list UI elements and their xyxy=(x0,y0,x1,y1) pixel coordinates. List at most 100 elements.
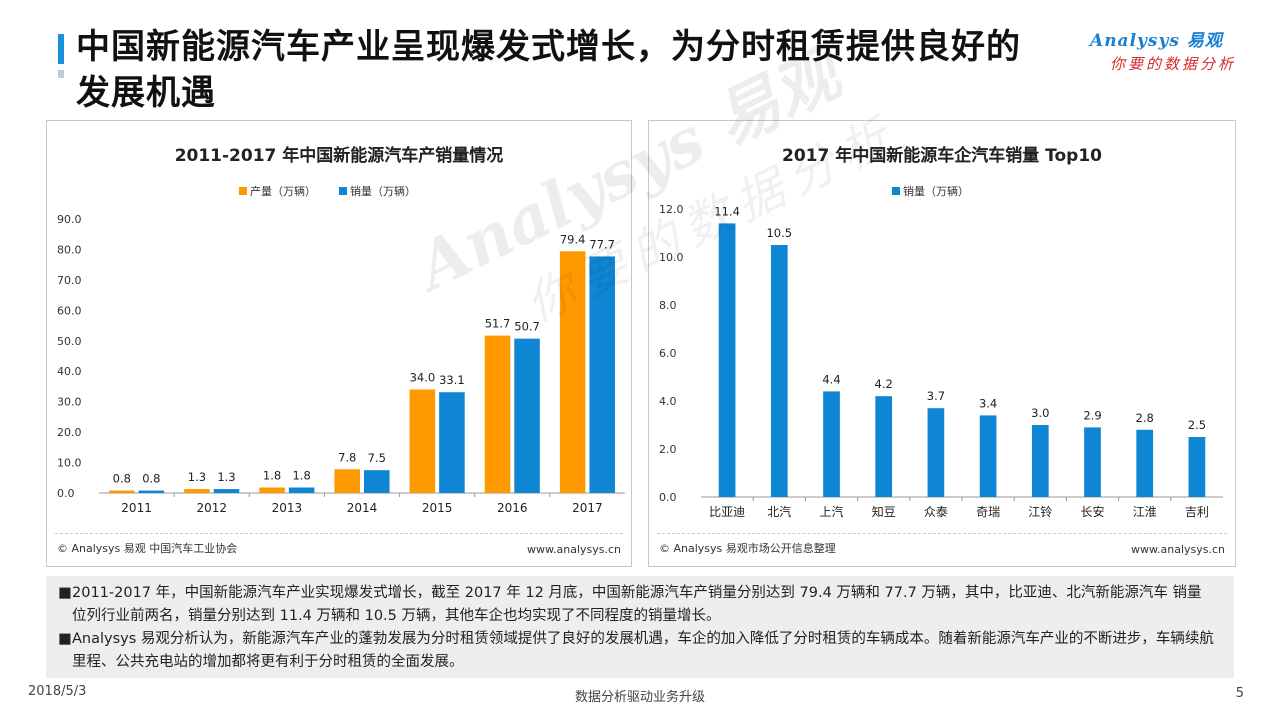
bar xyxy=(1084,427,1101,497)
panel-divider xyxy=(657,533,1227,534)
bar xyxy=(875,396,893,497)
chart-title: 2011-2017 年中国新能源汽车产销量情况 xyxy=(175,145,504,166)
summary-notes: ■ 2011-2017 年，中国新能源汽车产业实现爆发式增长，截至 2017 年… xyxy=(46,576,1234,678)
data-label: 79.4 xyxy=(560,232,586,246)
data-label: 2.9 xyxy=(1083,408,1101,422)
data-label: 4.2 xyxy=(875,377,893,391)
x-tick-label: 2012 xyxy=(196,501,227,515)
y-tick-label: 4.0 xyxy=(659,395,677,408)
y-tick-label: 12.0 xyxy=(659,203,684,216)
data-label: 2.5 xyxy=(1188,418,1206,432)
chart-source: © Analysys 易观 中国汽车工业协会 xyxy=(57,542,238,555)
data-label: 51.7 xyxy=(485,317,511,331)
x-tick-label: 2014 xyxy=(347,501,378,515)
bar xyxy=(589,256,615,493)
footer-slogan: 数据分析驱动业务升级 xyxy=(574,690,705,705)
x-tick-label: 长安 xyxy=(1080,504,1104,519)
data-label: 3.0 xyxy=(1031,406,1049,420)
bar xyxy=(559,251,586,493)
bar xyxy=(409,389,436,493)
data-label: 10.5 xyxy=(766,226,792,240)
bar xyxy=(514,338,540,493)
y-tick-label: 10.0 xyxy=(57,457,82,470)
page-title: 中国新能源汽车产业呈现爆发式增长，为分时租赁提供良好的发展机遇 xyxy=(76,27,1021,113)
bar xyxy=(1031,425,1049,497)
data-label: 0.8 xyxy=(142,472,160,486)
data-label: 77.7 xyxy=(589,237,615,251)
legend-label: 销量（万辆） xyxy=(350,184,416,198)
x-tick-label: 2011 xyxy=(121,501,152,515)
x-tick-label: 江淮 xyxy=(1133,505,1157,519)
data-label: 33.1 xyxy=(439,373,465,387)
bar xyxy=(770,245,788,497)
y-tick-label: 60.0 xyxy=(57,304,82,317)
bar xyxy=(334,469,360,493)
y-tick-label: 40.0 xyxy=(57,365,82,378)
legend-label: 销量（万辆） xyxy=(903,184,969,198)
y-tick-label: 70.0 xyxy=(57,274,82,287)
x-tick-label: 众泰 xyxy=(924,505,948,519)
bar xyxy=(927,408,945,497)
chart-site: www.analysys.cn xyxy=(1131,543,1225,556)
x-tick-label: 上汽 xyxy=(819,504,843,519)
panel-divider xyxy=(55,533,623,534)
x-tick-label: 2013 xyxy=(272,501,303,515)
data-label: 34.0 xyxy=(410,370,436,384)
legend-label: 产量（万辆） xyxy=(250,184,316,198)
title-accent-bar-light xyxy=(58,70,64,78)
analysys-logo: Analysys 易观 你要的数据分析 xyxy=(1090,26,1260,73)
bullet-icon: ■ xyxy=(58,585,72,601)
data-label: 1.8 xyxy=(263,469,281,483)
note-text: Analysys 易观分析认为，新能源汽车产业的蓬勃发展为分时租赁领域提供了良好… xyxy=(72,631,1214,670)
chart-title: 2017 年中国新能源车企汽车销量 Top10 xyxy=(782,145,1102,166)
legend-swatch xyxy=(892,187,900,195)
x-tick-label: 奇瑞 xyxy=(976,505,1000,519)
bar xyxy=(109,490,135,493)
x-tick-label: 北汽 xyxy=(767,504,791,519)
bar xyxy=(484,335,511,493)
data-label: 2.8 xyxy=(1136,411,1154,425)
y-tick-label: 80.0 xyxy=(57,243,82,256)
legend-swatch xyxy=(339,187,347,195)
page-number: 5 xyxy=(1235,686,1244,701)
logo-tagline: 你要的数据分析 xyxy=(1110,55,1237,73)
top10-sales-chart: 2017 年中国新能源车企汽车销量 Top10 销量（万辆） 0.0 2.0 4.0 6.… xyxy=(659,145,1223,519)
data-label: 7.5 xyxy=(368,451,386,465)
y-tick-label: 20.0 xyxy=(57,426,82,439)
bar xyxy=(213,489,240,493)
note-item: ■ Analysys 易观分析认为，新能源汽车产业的蓬勃发展为分时租赁领域提供了… xyxy=(58,628,1216,674)
bar xyxy=(718,223,736,497)
bar xyxy=(288,487,315,493)
x-tick-label: 2017 xyxy=(572,501,603,515)
bar xyxy=(138,490,165,493)
logo-brand: Analysys 易观 xyxy=(1090,31,1223,51)
y-tick-label: 6.0 xyxy=(659,347,677,360)
x-tick-label: 江铃 xyxy=(1028,504,1052,519)
y-tick-label: 30.0 xyxy=(57,396,82,409)
data-label: 3.7 xyxy=(927,389,945,403)
production-sales-chart-panel: 2011-2017 年中国新能源汽车产销量情况 产量（万辆） 销量（万辆） 0.0 10… xyxy=(46,120,632,567)
x-tick-label: 比亚迪 xyxy=(709,505,745,519)
y-tick-label: 10.0 xyxy=(659,251,684,264)
bar xyxy=(1188,437,1206,497)
y-tick-label: 8.0 xyxy=(659,299,677,312)
data-label: 11.4 xyxy=(714,204,740,218)
x-tick-label: 知豆 xyxy=(872,505,896,519)
footer-date: 2018/5/3 xyxy=(28,684,87,699)
bar xyxy=(184,489,210,493)
title-accent-bar xyxy=(58,34,64,64)
note-text: 2011-2017 年，中国新能源汽车产业实现爆发式增长，截至 2017 年 1… xyxy=(72,585,1202,624)
data-label: 1.3 xyxy=(188,470,206,484)
chart-source: © Analysys 易观市场公开信息整理 xyxy=(659,542,836,555)
top10-sales-chart-panel: 2017 年中国新能源车企汽车销量 Top10 销量（万辆） 0.0 2.0 4.0 6.… xyxy=(648,120,1236,567)
y-tick-label: 2.0 xyxy=(659,443,677,456)
bullet-icon: ■ xyxy=(58,631,72,647)
note-item: ■ 2011-2017 年，中国新能源汽车产业实现爆发式增长，截至 2017 年… xyxy=(58,582,1216,628)
data-label: 3.4 xyxy=(979,396,997,410)
bar xyxy=(979,415,997,497)
y-tick-label: 90.0 xyxy=(57,213,82,226)
data-label: 1.3 xyxy=(217,470,235,484)
bar xyxy=(823,391,840,497)
bar xyxy=(364,470,390,493)
